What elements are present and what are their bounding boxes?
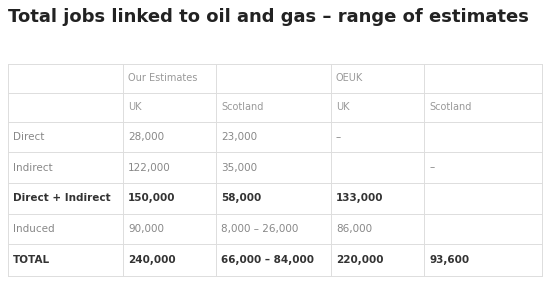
Text: 86,000: 86,000 (336, 224, 372, 234)
Text: 220,000: 220,000 (336, 255, 383, 265)
Text: 35,000: 35,000 (221, 162, 257, 173)
Text: Direct + Indirect: Direct + Indirect (13, 194, 111, 203)
Text: Total jobs linked to oil and gas – range of estimates: Total jobs linked to oil and gas – range… (8, 8, 529, 27)
Text: UK: UK (128, 102, 141, 112)
Text: –: – (430, 162, 434, 173)
Text: OEUK: OEUK (336, 73, 363, 83)
Text: Scotland: Scotland (221, 102, 263, 112)
Text: Our Estimates: Our Estimates (128, 73, 197, 83)
Text: 150,000: 150,000 (128, 194, 175, 203)
Text: 58,000: 58,000 (221, 194, 261, 203)
Text: UK: UK (336, 102, 349, 112)
Text: Scotland: Scotland (430, 102, 472, 112)
Text: 23,000: 23,000 (221, 132, 257, 142)
Text: Induced: Induced (13, 224, 55, 234)
Text: 66,000 – 84,000: 66,000 – 84,000 (221, 255, 314, 265)
Text: Indirect: Indirect (13, 162, 53, 173)
Text: 93,600: 93,600 (430, 255, 470, 265)
Text: Direct: Direct (13, 132, 45, 142)
Text: 133,000: 133,000 (336, 194, 383, 203)
Text: 28,000: 28,000 (128, 132, 164, 142)
Text: 122,000: 122,000 (128, 162, 170, 173)
Text: 90,000: 90,000 (128, 224, 164, 234)
Text: 240,000: 240,000 (128, 255, 175, 265)
Text: 8,000 – 26,000: 8,000 – 26,000 (221, 224, 299, 234)
Text: TOTAL: TOTAL (13, 255, 51, 265)
Text: –: – (336, 132, 341, 142)
